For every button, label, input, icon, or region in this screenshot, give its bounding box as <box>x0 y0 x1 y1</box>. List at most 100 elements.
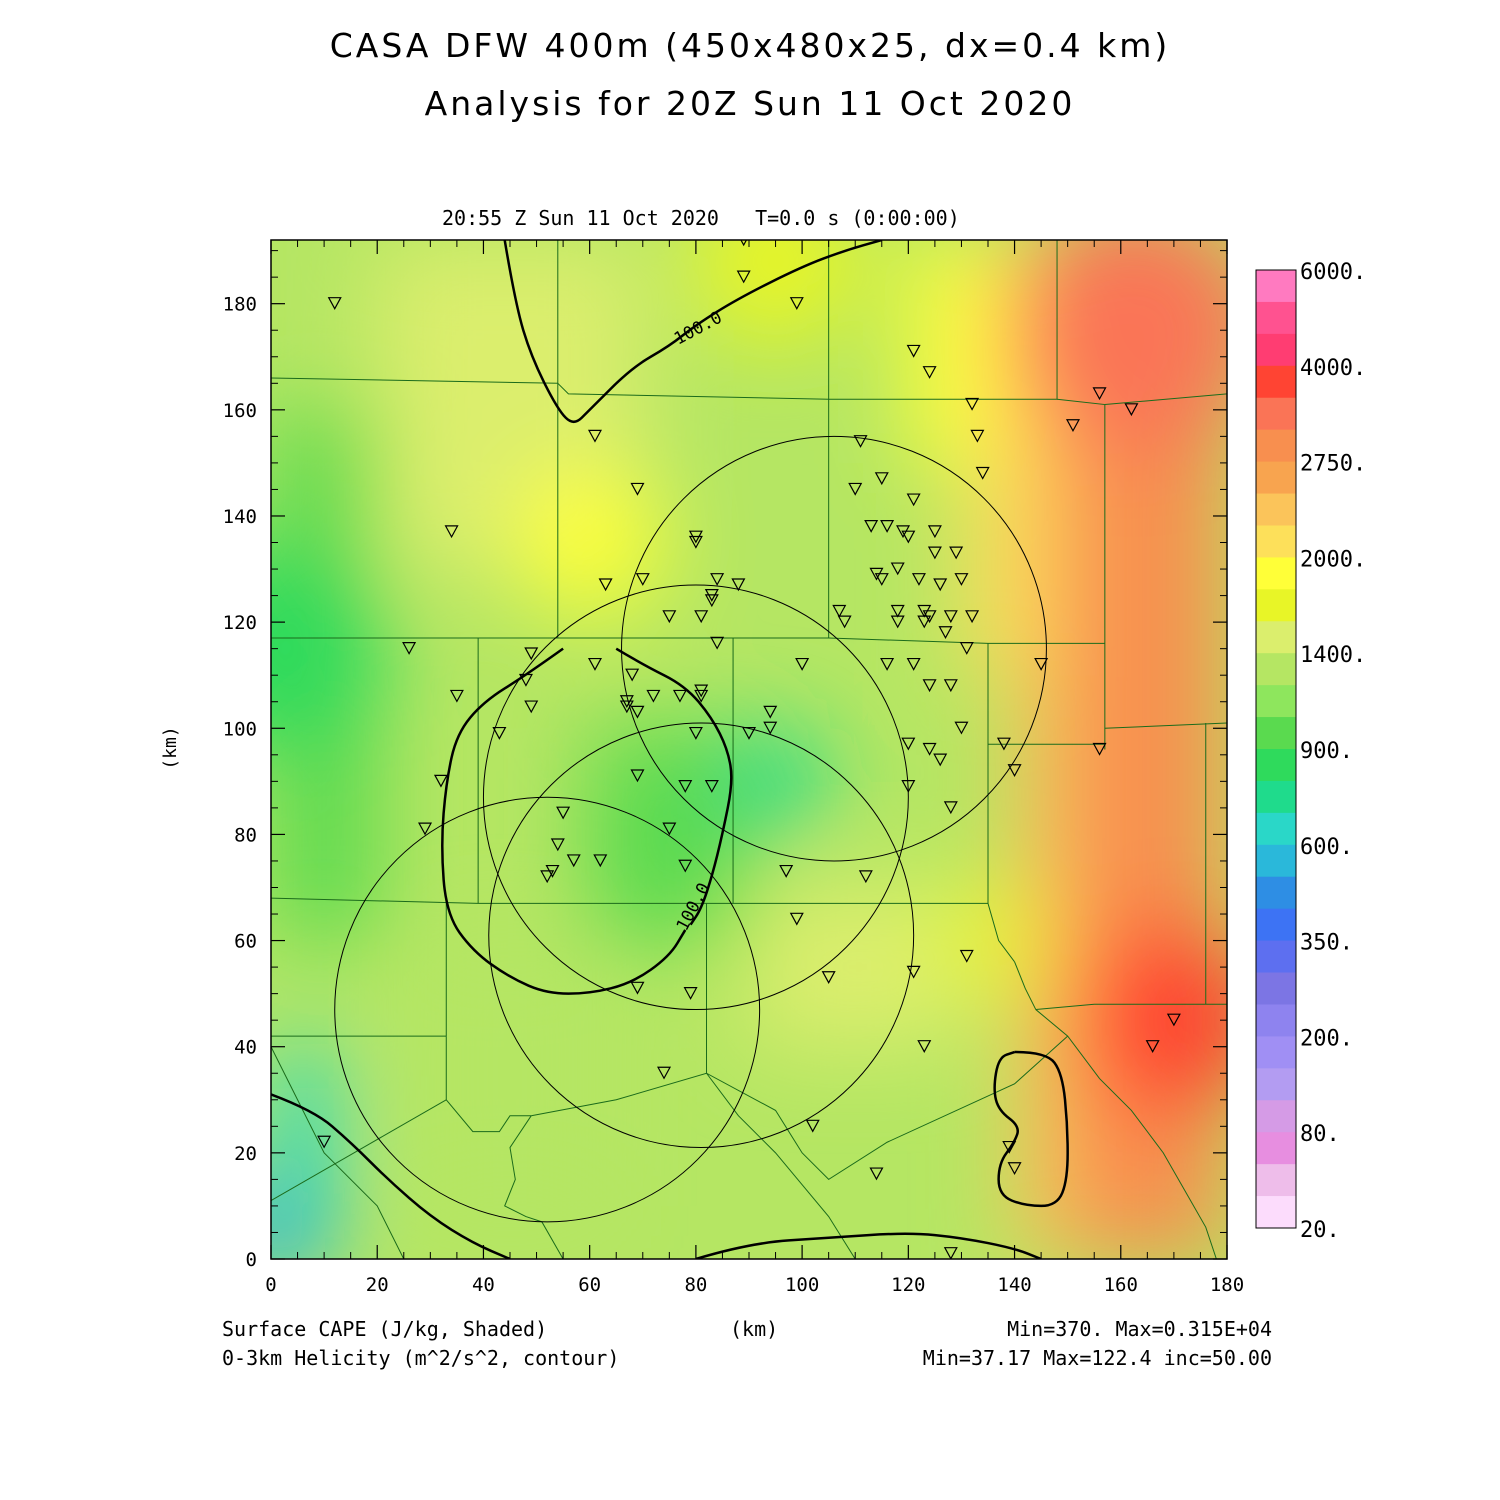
station-marker <box>922 679 937 693</box>
colorbar-swatch <box>1256 589 1296 622</box>
station-marker <box>444 525 459 539</box>
station-marker <box>694 689 709 703</box>
colorbar-frame <box>1255 269 1297 1229</box>
chart-subtitle: 20:55 Z Sun 11 Oct 2020 T=0.0 s (0:00:00… <box>442 206 960 230</box>
cape-hotspot <box>722 728 829 835</box>
x-tick-label: 140 <box>997 1274 1031 1296</box>
station-marker <box>1065 419 1080 433</box>
station-marker <box>1092 387 1107 401</box>
cape-field <box>271 240 1227 1259</box>
county-boundary <box>1035 1009 1217 1259</box>
station-marker <box>593 854 608 868</box>
station-marker <box>949 546 964 560</box>
station-marker <box>864 519 879 533</box>
helicity-contour <box>271 1093 511 1259</box>
station-marker <box>587 429 602 443</box>
county-boundary <box>445 1036 532 1133</box>
station-marker <box>688 726 703 740</box>
station-marker <box>959 642 974 655</box>
colorbar-label: 600. <box>1300 835 1353 860</box>
station-marker <box>763 705 778 719</box>
station-marker <box>598 578 613 592</box>
colorbar-swatch <box>1256 1196 1296 1229</box>
station-marker <box>741 726 757 740</box>
colorbar: 6000. 4000. 2750. 2000. 1400. 900. 600. 350. 200… <box>1255 260 1366 1243</box>
station-marker <box>731 578 746 592</box>
station-marker <box>694 610 709 624</box>
station-marker <box>524 700 539 714</box>
colorbar-swatch <box>1256 1100 1296 1133</box>
station-marker <box>710 573 725 586</box>
station-marker <box>540 870 555 884</box>
station-marker <box>672 689 687 703</box>
station-marker <box>736 270 751 284</box>
station-marker <box>678 780 693 793</box>
county-boundary <box>706 1072 856 1259</box>
station-marker <box>1092 742 1107 756</box>
y-axis-label: (km) <box>160 726 181 769</box>
colorbar-label: 1400. <box>1300 643 1366 668</box>
station-marker <box>906 965 921 979</box>
station-marker <box>418 822 433 836</box>
radar-ring <box>488 722 915 1149</box>
axes: 0 20 40 60 80 100 120 140 160 180 0 20 40 60 80 100 120 1… <box>223 240 1244 1296</box>
x-tick-label: 160 <box>1104 1274 1138 1296</box>
colorbar-swatch <box>1256 333 1296 367</box>
colorbar-swatch <box>1256 301 1296 335</box>
station-marker <box>943 610 958 624</box>
station-marker <box>1166 1013 1181 1027</box>
helicity-contour <box>615 647 733 926</box>
radar-ring <box>482 584 909 1011</box>
station-marker <box>625 668 640 682</box>
station-marker <box>917 1040 932 1053</box>
y-tick-label: 180 <box>223 294 257 316</box>
cape-hotspot <box>515 468 665 617</box>
station-marker <box>858 870 873 884</box>
colorbar-swatch <box>1256 908 1296 942</box>
station-marker <box>630 769 645 783</box>
station-marker <box>704 780 719 793</box>
station-marker <box>890 615 905 629</box>
colorbar-swatch <box>1256 397 1296 431</box>
station-marker <box>837 615 852 629</box>
helicity-contour <box>503 240 883 424</box>
station-marker <box>954 721 969 735</box>
station-marker <box>524 647 539 661</box>
helicity-contour <box>695 1232 1042 1259</box>
cape-hotspot <box>271 542 388 755</box>
colorbar-label: 4000. <box>1300 356 1366 381</box>
helicity-contour <box>441 647 687 995</box>
colorbar-swatch <box>1256 876 1296 910</box>
colorbar-swatch <box>1256 1036 1296 1069</box>
station-marker <box>449 689 464 703</box>
cape-hotspot <box>271 1179 325 1259</box>
colorbar-swatch <box>1256 1004 1296 1037</box>
county-boundary <box>531 1035 1069 1181</box>
colorbar-label: 20. <box>1300 1218 1340 1243</box>
footer-right-line1: Min=370. Max=0.315E+04 <box>1007 1317 1272 1341</box>
station-marker <box>832 604 847 618</box>
station-marker <box>922 366 937 379</box>
colorbar-swatch <box>1256 972 1296 1005</box>
station-marker <box>869 1167 884 1181</box>
station-marker <box>906 344 921 358</box>
county-boundary <box>271 637 1105 644</box>
colorbar-label: 2750. <box>1300 452 1366 477</box>
station-marker <box>587 657 602 671</box>
x-axis-label: (km) <box>730 1317 779 1341</box>
colorbar-swatch <box>1256 940 1296 974</box>
colorbar-swatch <box>1256 429 1296 463</box>
colorbar-swatch <box>1256 365 1296 399</box>
station-marker <box>657 1066 672 1080</box>
colorbar-swatch <box>1256 653 1296 686</box>
colorbar-swatch <box>1256 1164 1296 1197</box>
station-marker <box>943 801 958 815</box>
county-boundary <box>1035 1003 1227 1011</box>
colorbar-swatch <box>1256 749 1296 782</box>
station-marker <box>619 695 634 708</box>
footer-left-line1: Surface CAPE (J/kg, Shaded) <box>222 1317 548 1341</box>
station-marker <box>710 636 725 650</box>
colorbar-swatch <box>1256 812 1296 846</box>
colorbar-swatch <box>1256 461 1296 495</box>
